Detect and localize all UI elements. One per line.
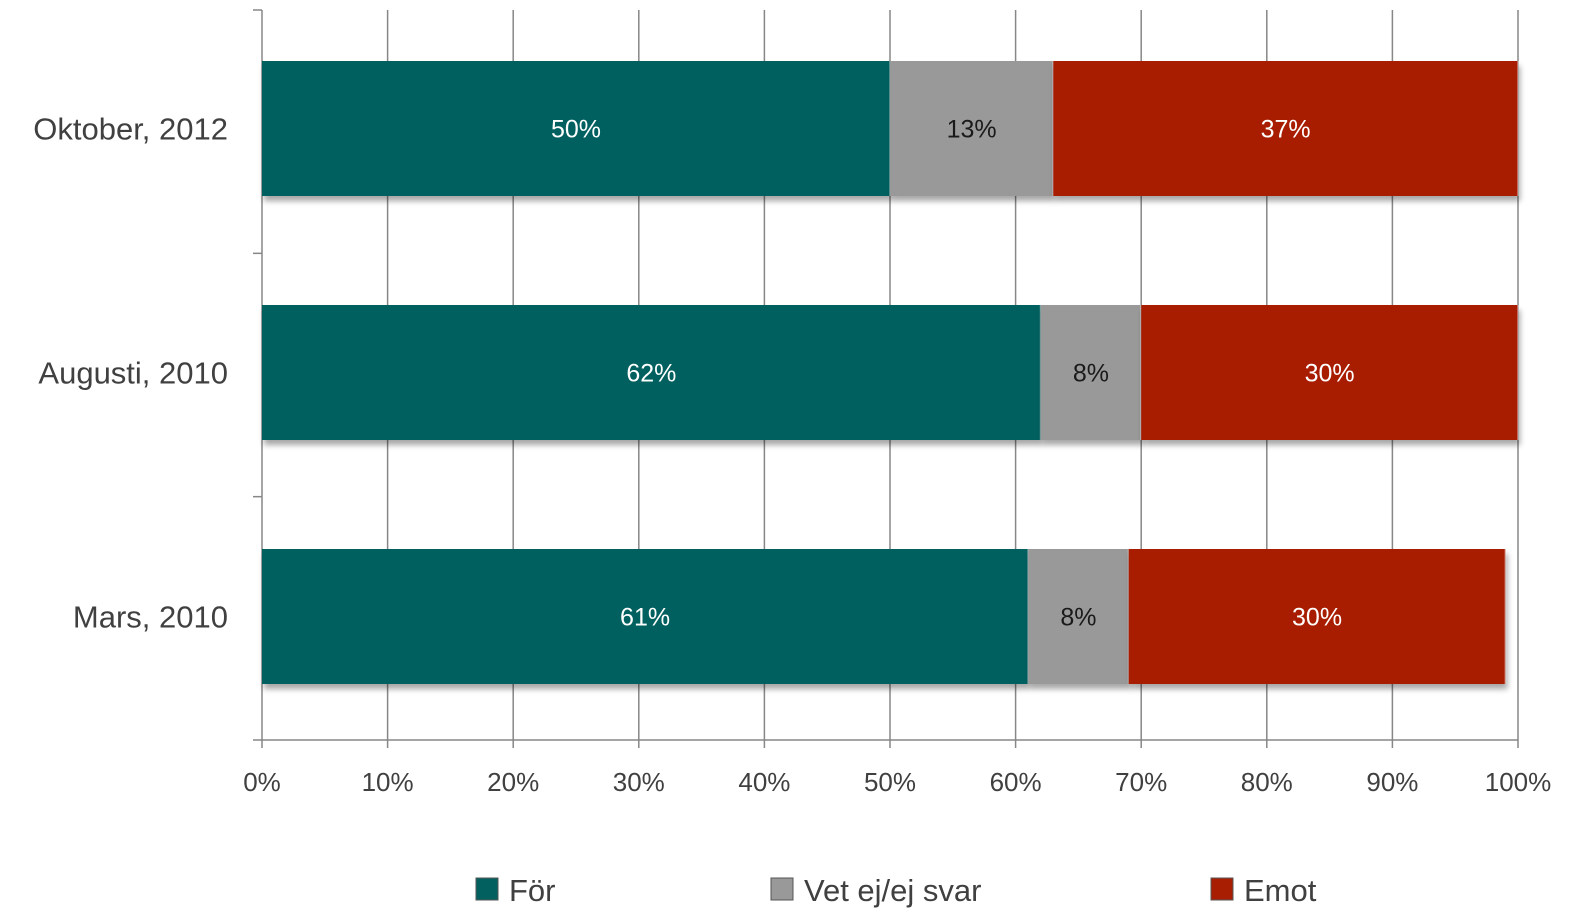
legend-label: Vet ej/ej svar bbox=[804, 873, 981, 908]
x-tick-label: 100% bbox=[1485, 767, 1552, 797]
legend-label: För bbox=[509, 873, 556, 908]
x-tick-label: 0% bbox=[243, 767, 281, 797]
data-label: 62% bbox=[626, 360, 676, 388]
data-label: 13% bbox=[947, 116, 997, 144]
bar-segment bbox=[262, 549, 1029, 684]
x-tick-label: 30% bbox=[613, 767, 665, 797]
bar-segment bbox=[890, 61, 1054, 196]
data-label: 8% bbox=[1060, 604, 1096, 632]
legend: För Vet ej/ej svar Emot bbox=[475, 873, 1317, 908]
x-tick-label: 10% bbox=[362, 767, 414, 797]
data-label: 30% bbox=[1292, 604, 1342, 632]
category-label: Augusti, 2010 bbox=[38, 356, 228, 391]
x-tick-label: 80% bbox=[1241, 767, 1293, 797]
category-label: Oktober, 2012 bbox=[33, 112, 228, 147]
bars bbox=[262, 61, 1519, 684]
data-label: 30% bbox=[1305, 360, 1355, 388]
category-label: Mars, 2010 bbox=[73, 600, 228, 635]
x-tick-label: 70% bbox=[1115, 767, 1167, 797]
labels: 0% 10% 20% 30% 40% 50% 60% 70% 80% 90% 100% Oktober… bbox=[33, 112, 1551, 798]
bar-segment bbox=[1141, 305, 1518, 440]
bar-segment bbox=[262, 61, 890, 196]
bar-segment bbox=[262, 305, 1041, 440]
x-tick-label: 20% bbox=[487, 767, 539, 797]
x-tick-label: 60% bbox=[990, 767, 1042, 797]
data-label: 61% bbox=[620, 604, 670, 632]
legend-label: Emot bbox=[1244, 873, 1317, 908]
bar-segment bbox=[1128, 549, 1506, 684]
bar-segment bbox=[1028, 549, 1129, 684]
data-label: 37% bbox=[1261, 116, 1311, 144]
bar-segment bbox=[1053, 61, 1518, 196]
data-label: 50% bbox=[551, 116, 601, 144]
x-tick-label: 90% bbox=[1366, 767, 1418, 797]
x-tick-label: 40% bbox=[738, 767, 790, 797]
legend-swatch bbox=[475, 877, 499, 901]
legend-swatch bbox=[1210, 877, 1234, 901]
legend-swatch bbox=[770, 877, 794, 901]
data-label: 8% bbox=[1073, 360, 1109, 388]
bar-segment bbox=[1040, 305, 1142, 440]
x-tick-label: 50% bbox=[864, 767, 916, 797]
